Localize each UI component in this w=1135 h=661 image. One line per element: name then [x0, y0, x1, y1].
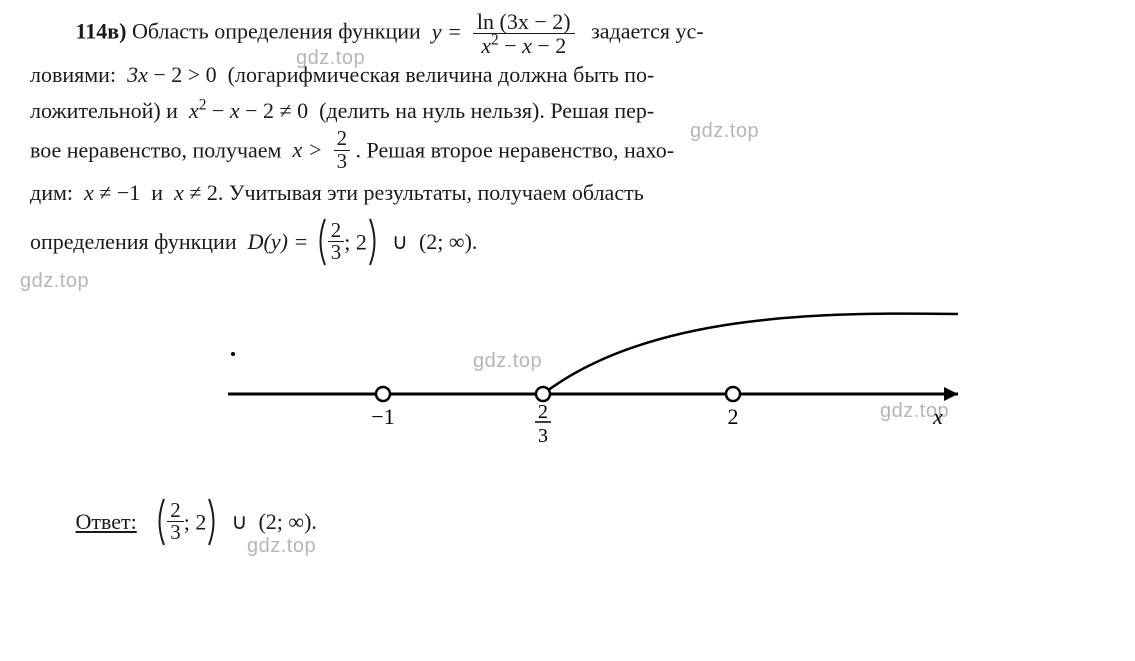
open-paren-icon: [153, 497, 167, 547]
svg-text:2: 2: [727, 404, 738, 429]
text: и: [151, 180, 163, 205]
denominator: 3: [167, 521, 183, 544]
text: определения функции: [30, 229, 237, 254]
number-line-diagram: −1232x: [218, 294, 978, 464]
text-block: 114в) Область определения функции y = ln…: [30, 10, 1135, 57]
watermark: gdz.top: [690, 115, 759, 148]
text-block: ловиями: 3x − 2 > 0 (логарифмическая вел…: [30, 57, 1135, 93]
text: ловиями:: [30, 62, 116, 87]
close-paren-icon: [367, 217, 381, 267]
union-symbol: ∪: [231, 509, 247, 534]
svg-text:2: 2: [538, 401, 548, 423]
text-block: дим: x ≠ −1 и x ≠ 2. Учитывая эти резуль…: [30, 175, 1135, 211]
text-block: вое неравенство, получаем x > 2 3 . Реша…: [30, 130, 1135, 175]
text: дим:: [30, 180, 73, 205]
fraction: 2 3: [167, 500, 183, 545]
denominator: 3: [328, 241, 344, 264]
close-paren-icon: [206, 497, 220, 547]
fraction: 2 3: [328, 220, 344, 265]
text: вое неравенство, получаем: [30, 137, 281, 162]
denominator: 3: [334, 150, 350, 173]
text: ; 2: [184, 509, 207, 534]
watermark: gdz.top: [296, 42, 365, 75]
number-line-svg: −1232x: [218, 294, 978, 464]
fraction: ln (3x − 2) x2 − x − 2: [473, 10, 575, 57]
math: x >: [292, 137, 322, 162]
watermark: gdz.top: [20, 265, 89, 298]
numerator: ln (3x − 2): [473, 10, 575, 33]
text: Область определения функции: [132, 19, 421, 44]
text: (делить на нуль нельзя). Решая пер-: [319, 98, 654, 123]
text: (логарифмическая величина должна быть по…: [228, 62, 655, 87]
problem-number: 114в): [76, 19, 127, 44]
text: . Учитывая эти результаты, получаем обла…: [218, 180, 644, 205]
math: D(y) =: [248, 229, 309, 254]
answer-block: Ответ: 2 3 ; 2 ∪ (2; ∞).: [30, 499, 1135, 549]
denominator: x2 − x − 2: [473, 33, 575, 57]
watermark: gdz.top: [247, 530, 316, 563]
math: y =: [432, 19, 462, 44]
text: задается ус-: [591, 19, 704, 44]
answer-label: Ответ:: [76, 509, 137, 534]
text: . Решая второе неравенство, нахо-: [356, 137, 674, 162]
text: ; 2: [344, 229, 367, 254]
svg-text:x: x: [932, 404, 943, 429]
interval: (2; ∞).: [419, 229, 477, 254]
fraction: 2 3: [334, 128, 350, 173]
svg-text:−1: −1: [371, 404, 394, 429]
svg-text:3: 3: [538, 425, 548, 447]
numerator: 2: [334, 128, 350, 150]
numerator: 2: [328, 220, 344, 242]
open-paren-icon: [314, 217, 328, 267]
numerator: 2: [167, 500, 183, 522]
text-block: ложительной) и x2 − x − 2 ≠ 0 (делить на…: [30, 93, 1135, 129]
text-block: определения функции D(y) = 2 3 ; 2 ∪ (2;…: [30, 219, 1135, 269]
union-symbol: ∪: [392, 229, 408, 254]
text: ложительной) и: [30, 98, 178, 123]
